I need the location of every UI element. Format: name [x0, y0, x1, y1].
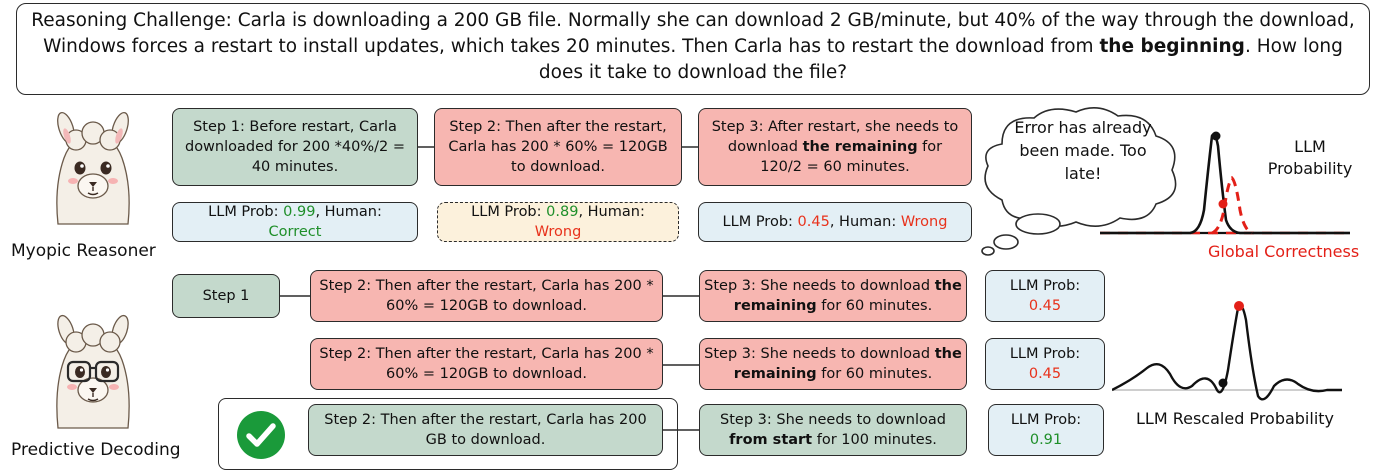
plot1-legend: Global Correctness: [1208, 242, 1360, 261]
human-judgement: Wrong: [900, 214, 948, 230]
plot1-peak-marker: [1211, 131, 1221, 141]
predictive-row2-step-3: Step 3: She needs to download the remain…: [699, 338, 967, 390]
myopic-prob-1: LLM Prob: 0.99, Human: Correct: [172, 202, 418, 242]
challenge-text-before: Reasoning Challenge: Carla is downloadin…: [31, 10, 1355, 57]
prob-value: 0.99: [283, 204, 316, 220]
myopic-prob-3: LLM Prob: 0.45, Human: Wrong: [698, 202, 972, 242]
prob-value: 0.45: [1028, 366, 1062, 382]
thought-bubble-icon: [981, 107, 1177, 256]
human-judgement: Correct: [268, 224, 322, 240]
predictive-decoding-label: Predictive Decoding: [11, 440, 181, 460]
selected-path-frame: [218, 398, 678, 470]
challenge-box: Reasoning Challenge: Carla is downloadin…: [16, 3, 1370, 95]
global-correctness-curve: [1211, 175, 1253, 235]
prob-value: 0.45: [797, 214, 830, 230]
plot2-peak-marker: [1234, 301, 1244, 311]
challenge-text-after: . How long does it take to download the …: [538, 36, 1343, 83]
plot1-correct-marker: [1218, 199, 1228, 209]
myopic-step-1-text: Step 1: Before restart, Carla downloaded…: [184, 119, 406, 175]
myopic-llama-icon: [56, 111, 130, 225]
prob-value: 0.45: [1028, 298, 1062, 314]
predictive-row3-step-3: Step 3: She needs to download from start…: [699, 404, 967, 456]
predictive-row2-prob: LLM Prob: 0.45: [985, 338, 1105, 390]
prob-value: 0.89: [546, 204, 579, 220]
predictive-row3-step-2: Step 2: Then after the restart, Carla ha…: [308, 404, 663, 456]
myopic-step-1: Step 1: Before restart, Carla downloaded…: [172, 108, 418, 186]
plot2-title: LLM Rescaled Probability: [1136, 409, 1335, 428]
predictive-step-1: Step 1: [172, 274, 280, 318]
prob-value: 0.91: [1029, 432, 1063, 448]
predictive-step-1-text: Step 1: [202, 288, 250, 304]
myopic-step-2-text: Step 2: Then after the restart, Carla ha…: [448, 119, 668, 175]
thought-text: Error has already been made. Too late!: [1014, 118, 1152, 183]
predictive-llama-icon: [56, 314, 130, 429]
checkmark-icon: [237, 411, 285, 459]
plot2-low-marker: [1218, 378, 1228, 388]
myopic-step-3: Step 3: After restart, she needs to down…: [698, 108, 972, 186]
myopic-step-2: Step 2: Then after the restart, Carla ha…: [434, 108, 682, 186]
predictive-row3-prob: LLM Prob: 0.91: [988, 404, 1104, 456]
myopic-step-3-text: Step 3: After restart, she needs to down…: [711, 119, 959, 175]
plot1-title: LLM Probability: [1267, 137, 1353, 178]
rescaled-probability-curve: [1112, 304, 1342, 401]
llm-probability-plot: [1100, 131, 1350, 235]
myopic-reasoner-label: Myopic Reasoner: [11, 241, 156, 261]
challenge-bold: the beginning: [1099, 36, 1245, 57]
predictive-row1-step-3: Step 3: She needs to download the remain…: [699, 270, 967, 322]
llm-rescaled-probability-plot: [1112, 301, 1342, 401]
predictive-row2-step-2: Step 2: Then after the restart, Carla ha…: [310, 338, 663, 390]
predictive-row1-prob: LLM Prob: 0.45: [985, 270, 1105, 322]
predictive-row1-step-2: Step 2: Then after the restart, Carla ha…: [310, 270, 663, 322]
human-judgement: Wrong: [534, 224, 582, 240]
myopic-prob-2: LLM Prob: 0.89, Human: Wrong: [437, 202, 679, 242]
